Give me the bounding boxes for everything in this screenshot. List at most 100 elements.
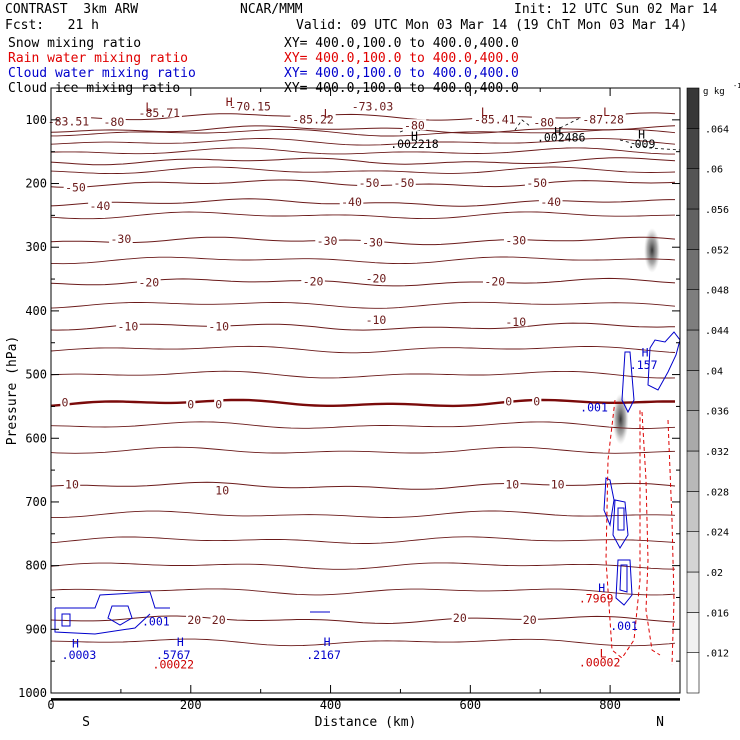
label-backdrop <box>357 176 381 188</box>
temperature-label: -40 <box>540 195 561 209</box>
temperature-label: 0 <box>62 396 69 410</box>
label-backdrop <box>364 313 388 325</box>
init-time: Init: 12 UTC Sun 02 Mar 14 <box>514 2 718 17</box>
label-backdrop <box>186 398 196 410</box>
temperature-contour <box>51 398 675 408</box>
colorbar-segment <box>686 491 700 532</box>
temperature-contour <box>51 615 676 625</box>
colorbar-segment <box>686 652 700 694</box>
field-xy-rain: XY= 400.0,100.0 to 400.0,400.0 <box>284 51 519 66</box>
temperature-label: -85.22 <box>292 112 334 126</box>
temperature-label: -87.28 <box>582 112 624 126</box>
temperature-contour <box>51 301 676 309</box>
temperature-label: -73.03 <box>352 100 394 114</box>
colorbar-segment <box>686 208 700 250</box>
colorbar-segment <box>686 612 700 653</box>
y-tick-label: 900 <box>25 622 47 636</box>
colorbar-segment <box>686 450 700 492</box>
extremum-label: .5767 <box>156 648 191 662</box>
colorbar-segment <box>686 128 700 169</box>
extremum-label: .2167 <box>306 648 341 662</box>
temperature-contour <box>51 510 676 519</box>
temperature-contour <box>51 147 675 155</box>
snow-shading <box>644 228 661 273</box>
temperature-label: -20 <box>484 275 505 289</box>
label-backdrop <box>214 484 231 496</box>
colorbar-segment <box>686 370 700 411</box>
temperature-label: -10 <box>208 319 229 333</box>
label-backdrop <box>360 235 385 247</box>
label-backdrop <box>538 195 563 207</box>
temperature-label: -40 <box>341 195 362 209</box>
model-title: CONTRAST 3km ARW <box>5 2 139 17</box>
temperature-label: -85.41 <box>474 112 516 126</box>
temperature-label: -50 <box>359 176 380 190</box>
label-backdrop <box>88 199 112 211</box>
label-backdrop <box>290 112 336 124</box>
extremum-label: H <box>598 581 605 595</box>
extremum-label: L <box>145 100 152 114</box>
colorbar-segment <box>686 329 700 371</box>
label-backdrop <box>109 232 133 244</box>
label-backdrop <box>532 394 542 406</box>
y-tick-label: 700 <box>25 495 47 509</box>
extremum-label: L <box>481 105 488 119</box>
colorbar-segment <box>686 531 700 573</box>
colorbar: .012 .016 .02 .024 .028 .032 .036 .04 .044 .048 .0… <box>686 82 740 694</box>
label-backdrop <box>136 106 182 118</box>
colorbar-tick-label: .02 <box>705 568 723 579</box>
cloud-water-contour <box>617 507 625 531</box>
south-label: S <box>82 715 90 730</box>
colorbar-tick-label: .052 <box>705 245 729 256</box>
label-backdrop <box>63 477 81 489</box>
temperature-label: 20 <box>187 613 201 627</box>
colorbar-tick-label: .032 <box>705 447 729 458</box>
label-backdrop <box>349 100 396 112</box>
north-label: N <box>656 715 664 730</box>
extremum-label: .0003 <box>62 648 97 662</box>
extremum-label: .002486 <box>537 131 586 145</box>
temperature-label: -10 <box>505 315 526 329</box>
colorbar-segment <box>686 410 700 452</box>
temperature-contour <box>51 588 676 596</box>
cloud-ice-contour <box>619 139 680 151</box>
colorbar-tick-label: .024 <box>705 528 729 539</box>
temperature-label: 10 <box>505 477 519 491</box>
temperature-contour <box>51 481 676 490</box>
valid-time: Valid: 09 UTC Mon 03 Mar 14 (19 ChT Mon … <box>296 18 688 33</box>
extremum-label: .001 <box>142 615 170 629</box>
extremum-label: H <box>554 124 561 138</box>
hydrometeor-contours <box>54 117 680 666</box>
temperature-label: -83.51 <box>48 114 90 128</box>
label-backdrop <box>364 272 388 284</box>
field-label-cloud-water: Cloud water mixing ratio <box>8 66 196 81</box>
temperature-label: -50 <box>526 176 547 190</box>
label-backdrop <box>524 176 549 188</box>
temperature-label: 20 <box>212 613 226 627</box>
label-backdrop <box>60 396 70 408</box>
label-backdrop <box>482 275 507 287</box>
temperature-label: -80 <box>104 115 125 129</box>
colorbar-segment <box>686 87 700 129</box>
field-xy-cloud-water: XY= 400.0,100.0 to 400.0,400.0 <box>284 66 519 81</box>
temperature-label: 10 <box>215 484 229 498</box>
colorbar-tick-label: .028 <box>705 487 729 498</box>
temperature-contour <box>51 562 676 570</box>
y-tick-label: 300 <box>25 240 47 254</box>
cloud-water-contour <box>61 613 71 627</box>
colorbar-tick-label: .06 <box>705 165 723 176</box>
temperature-label: -30 <box>317 234 338 248</box>
cloud-water-contour <box>612 499 629 550</box>
temperature-label: -20 <box>366 272 387 286</box>
colorbar-unit: g kg <box>703 87 725 97</box>
temperature-label: 0 <box>215 398 222 412</box>
temperature-label: 20 <box>523 613 537 627</box>
label-backdrop <box>531 116 556 128</box>
label-backdrop <box>451 611 469 623</box>
extremum-label: .002218 <box>390 137 439 151</box>
temperature-contour <box>51 112 676 121</box>
label-backdrop <box>186 613 203 625</box>
extremum-label: L <box>600 647 607 661</box>
